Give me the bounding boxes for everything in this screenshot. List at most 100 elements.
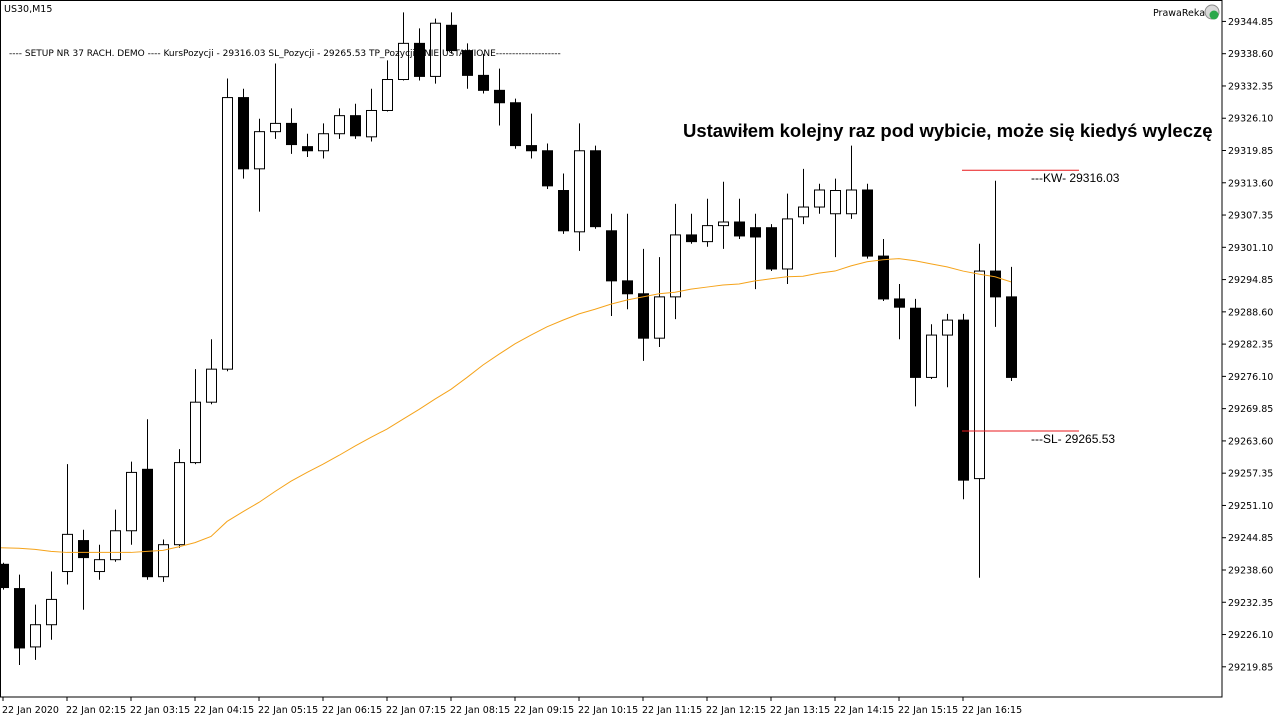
x-tick-label: 22 Jan 03:15 xyxy=(130,705,190,716)
candle-body xyxy=(654,296,665,339)
y-tick-label: 29282.35 xyxy=(1228,340,1273,351)
candle-body xyxy=(110,530,121,561)
candle-body xyxy=(702,225,713,243)
moving-average xyxy=(0,258,1012,553)
x-tick-label: 22 Jan 13:15 xyxy=(770,705,830,716)
candle-body xyxy=(14,588,25,649)
axes: 29219.85 29226.10 29232.35 29238.60 29244.85… xyxy=(2,17,1273,716)
y-tick-label: 29263.60 xyxy=(1228,436,1273,447)
y-tick-label: 29251.10 xyxy=(1228,501,1273,512)
candle-body xyxy=(190,401,201,464)
candle-body xyxy=(30,624,41,648)
candle-body xyxy=(798,206,809,218)
x-tick-label: 22 Jan 06:15 xyxy=(322,705,382,716)
candle-body xyxy=(222,97,233,370)
y-tick-label: 29294.85 xyxy=(1228,275,1273,286)
x-tick-label: 22 Jan 08:15 xyxy=(450,705,510,716)
y-tick-label: 29301.10 xyxy=(1228,243,1273,254)
candle-body xyxy=(0,563,9,589)
candle-body xyxy=(670,234,681,298)
candle-body xyxy=(446,24,457,52)
candle-body xyxy=(526,145,537,152)
candle-body xyxy=(686,234,697,243)
candle-body xyxy=(910,307,921,378)
candle-body xyxy=(558,190,569,232)
candle-body xyxy=(334,115,345,135)
candle-body xyxy=(878,255,889,300)
candle-body xyxy=(286,122,297,146)
candle-body xyxy=(62,533,73,573)
x-tick-label: 22 Jan 04:15 xyxy=(194,705,254,716)
candle-body xyxy=(302,146,313,152)
account-name: PrawaReka xyxy=(1153,8,1205,19)
candle-body xyxy=(814,189,825,208)
candle-body xyxy=(158,544,169,578)
candle-body xyxy=(734,221,745,237)
symbol-title: US30,M15 xyxy=(4,4,52,15)
y-tick-label: 29344.85 xyxy=(1228,17,1273,28)
candle-body xyxy=(1006,296,1017,378)
candle-body xyxy=(974,270,985,480)
candle-body xyxy=(238,97,249,170)
x-tick-label: 22 Jan 05:15 xyxy=(258,705,318,716)
candle-body xyxy=(494,89,505,104)
candle-body xyxy=(590,150,601,228)
candle-body xyxy=(398,42,409,81)
y-tick-label: 29332.35 xyxy=(1228,81,1273,92)
candle-body xyxy=(638,293,649,339)
y-tick-label: 29288.60 xyxy=(1228,307,1273,318)
plot-frame xyxy=(0,0,1223,698)
account-icon xyxy=(1204,4,1220,20)
y-tick-label: 29276.10 xyxy=(1228,372,1273,383)
x-tick-label: 22 Jan 15:15 xyxy=(898,705,958,716)
candle-body xyxy=(254,131,265,170)
candle-body xyxy=(478,74,489,91)
y-tick-label: 29232.35 xyxy=(1228,598,1273,609)
candle-body xyxy=(270,122,281,133)
annotation: Ustawiłem kolejny raz pod wybicie, może … xyxy=(683,120,1213,141)
y-tick-label: 29219.85 xyxy=(1228,662,1273,673)
x-tick-label: 22 Jan 07:15 xyxy=(386,705,446,716)
x-tick-label: 22 Jan 10:15 xyxy=(578,705,638,716)
x-tick-label: 22 Jan 11:15 xyxy=(642,705,702,716)
candle-body xyxy=(862,189,873,257)
y-tick-label: 29313.60 xyxy=(1228,178,1273,189)
candle-body xyxy=(766,227,777,270)
x-tick-label: 22 Jan 14:15 xyxy=(834,705,894,716)
candle-body xyxy=(958,319,969,481)
y-tick-label: 29244.85 xyxy=(1228,533,1273,544)
candle-body xyxy=(510,102,521,147)
candle-body xyxy=(430,22,441,77)
candle-body xyxy=(462,50,473,76)
candle-body xyxy=(750,227,761,238)
y-tick-label: 29269.85 xyxy=(1228,404,1273,415)
y-tick-label: 29326.10 xyxy=(1228,114,1273,125)
candle-body xyxy=(894,298,905,308)
x-tick-label: 22 Jan 12:15 xyxy=(706,705,766,716)
candle-body xyxy=(46,598,57,626)
candle-body xyxy=(94,559,105,573)
candle-body xyxy=(382,79,393,111)
candle-body xyxy=(606,230,617,282)
y-tick-label: 29319.85 xyxy=(1228,146,1273,157)
candle-body xyxy=(990,270,1001,298)
candle-body xyxy=(942,319,953,336)
candle-body xyxy=(414,42,425,77)
candle-body xyxy=(350,115,361,137)
candle-body xyxy=(126,471,137,532)
candle-body xyxy=(718,221,729,227)
candle-body xyxy=(142,468,153,578)
candle-body xyxy=(846,189,857,215)
y-tick-label: 29238.60 xyxy=(1228,565,1273,576)
level-label: ---SL- 29265.53 xyxy=(1031,432,1115,446)
candle-body xyxy=(574,150,585,233)
candle-body xyxy=(318,133,329,152)
candle-body xyxy=(206,368,217,403)
candle-body xyxy=(542,150,553,187)
plot-area: ---KW- 29316.03 ---SL- 29265.53 Ustawiłem … xyxy=(0,12,1213,665)
setup-comment: ---- SETUP NR 37 RACH. DEMO ---- KursPoz… xyxy=(9,49,561,59)
candle-body xyxy=(622,280,633,295)
y-tick-label: 29307.35 xyxy=(1228,211,1273,222)
